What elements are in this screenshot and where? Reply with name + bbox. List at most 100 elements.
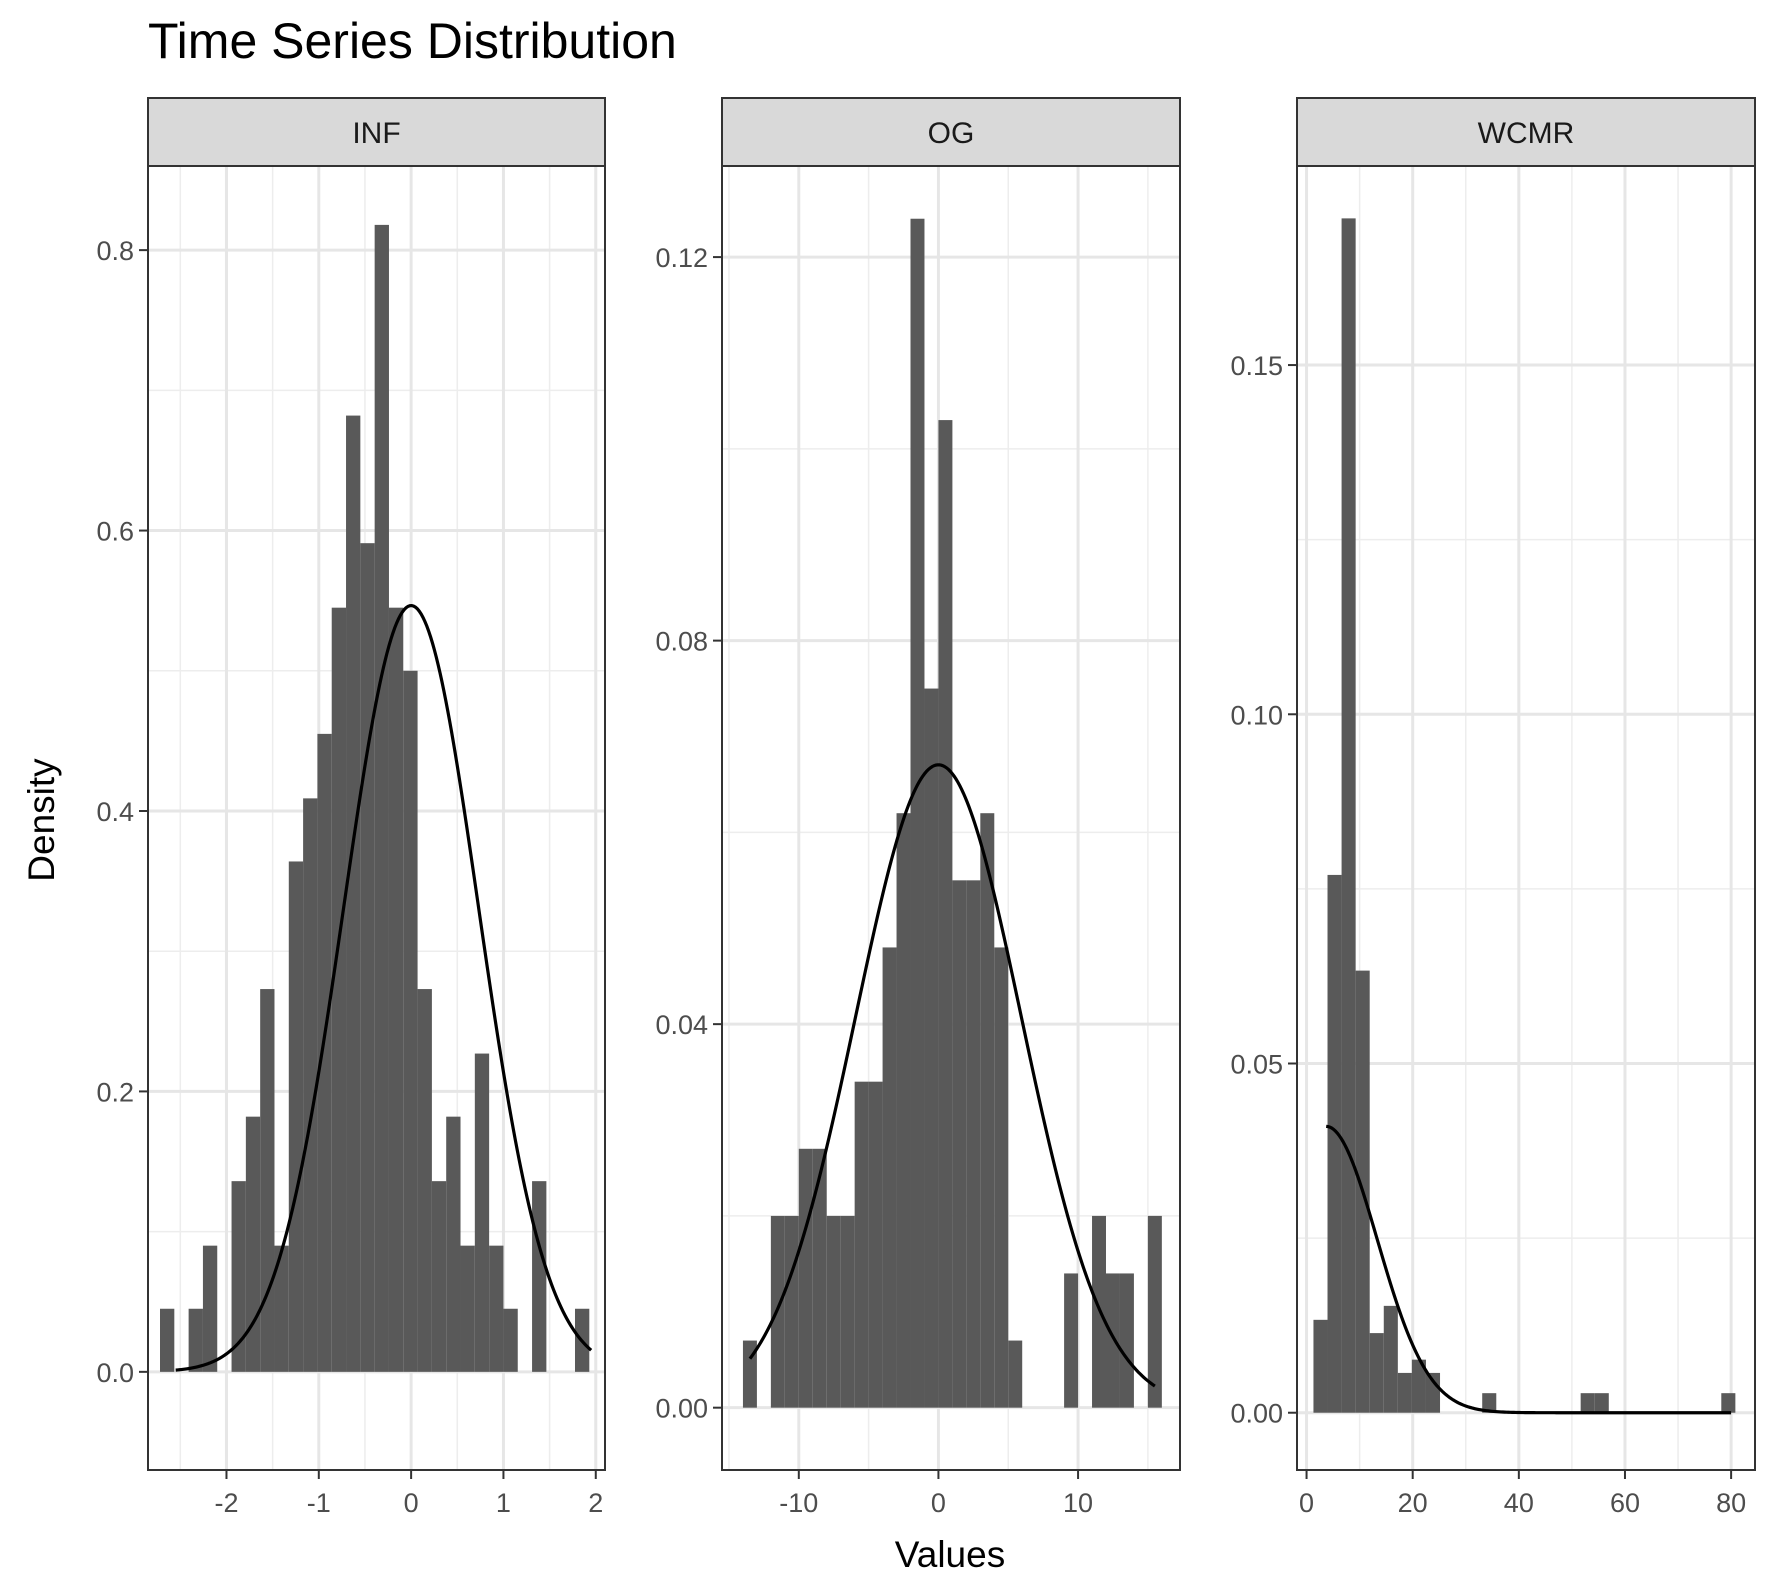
histogram-bar [784,1215,799,1408]
facet-strip-label: OG [928,117,975,150]
histogram-bar [360,543,375,1372]
histogram-bar [388,607,404,1372]
histogram-bar [924,688,939,1408]
panel-border [721,165,1181,1471]
histogram-bars [742,218,1162,1408]
density-curve [175,603,593,1372]
histogram-bars [160,224,590,1372]
histogram-bar [1580,1393,1595,1413]
x-tick-label: 0 [1299,1488,1314,1518]
histogram-bar [317,733,332,1372]
x-tick-label: 60 [1610,1488,1640,1518]
histogram-bar [274,1245,289,1372]
histogram-bar [980,813,995,1408]
y-tick-label: 0.12 [655,243,708,273]
histogram-bar [460,1245,475,1372]
histogram-bar [812,1148,827,1408]
panel-inf: INF 0.0 0.2 0.4 0.6 0.8 -2 -1 0 1 2 [96,97,606,1518]
histogram-bar [742,1340,757,1408]
density-curve [1326,1124,1732,1415]
histogram-bar [260,989,275,1372]
y-tick-label: 0.10 [1230,700,1283,730]
y-tick-label: 0.4 [96,797,134,827]
x-tick-label: -10 [779,1488,818,1518]
x-axis-label: Values [894,1534,1006,1575]
histogram-bar [231,1181,246,1372]
facet-strip [1296,97,1756,167]
histogram-bar [896,813,911,1408]
panel-border [147,165,606,1471]
histogram-bar [1383,1305,1398,1413]
histogram-bar [403,670,418,1372]
histogram-bar [1341,218,1356,1413]
y-tick-label: 0.15 [1230,351,1283,381]
histogram-bar [331,607,347,1372]
histogram-bar [798,1148,813,1408]
histogram-bar [1147,1215,1162,1408]
histogram-bar [446,1116,461,1372]
chart-title: Time Series Distribution [148,13,677,69]
histogram-bar [417,989,432,1372]
histogram-bars [1313,218,1736,1413]
y-tick-label: 0.2 [96,1077,134,1107]
histogram-bar [1313,1319,1328,1413]
x-tick-label: 0 [931,1488,946,1518]
histogram-bar [245,1116,261,1372]
histogram-bar [202,1245,218,1372]
histogram-bar [840,1215,855,1408]
histogram-bar [882,947,897,1408]
x-tick-label: 20 [1398,1488,1428,1518]
x-tick-label: -2 [214,1488,238,1518]
histogram-bar [1482,1393,1497,1413]
histogram-bar [966,880,981,1408]
panel-wcmr: WCMR 0.00 0.05 0.10 0.15 0 20 40 60 80 [1230,97,1756,1518]
x-tick-label: 1 [496,1488,511,1518]
histogram-bar [346,415,361,1372]
histogram-bar [1119,1273,1134,1408]
histogram-bar [826,1215,841,1408]
x-tick-label: 10 [1063,1488,1093,1518]
histogram-bar [1369,1333,1384,1413]
histogram-bar [431,1181,447,1372]
facet-strip-label: WCMR [1478,117,1575,150]
y-tick-label: 0.8 [96,236,134,266]
histogram-bar [474,1053,490,1372]
y-tick-label: 0.04 [655,1010,708,1040]
histogram-bar [868,1081,883,1408]
x-tick-label: 0 [404,1488,419,1518]
x-tick-label: -1 [307,1488,331,1518]
y-tick-label: 0.00 [655,1394,708,1424]
histogram-bar [1594,1393,1609,1413]
y-tick-label: 0.05 [1230,1050,1283,1080]
histogram-bar [994,947,1009,1408]
facet-strip-label: INF [352,117,400,150]
histogram-bar [910,218,925,1408]
histogram-bar [938,420,953,1408]
histogram-bar [532,1181,547,1372]
x-tick-label: 80 [1716,1488,1746,1518]
histogram-bar [1721,1393,1736,1413]
facet-strip [721,97,1181,167]
y-tick-label: 0.0 [96,1358,134,1388]
histogram-bar [188,1308,203,1372]
histogram-bar [489,1245,504,1372]
histogram-bar [374,224,389,1372]
x-tick-label: 2 [588,1488,603,1518]
histogram-bar [1411,1359,1426,1413]
histogram-bar [854,1081,869,1408]
histogram-bar [1397,1372,1412,1413]
histogram-bar [1064,1273,1079,1408]
y-tick-label: 0.08 [655,627,708,657]
histogram-bar [1105,1273,1120,1408]
histogram-bar [1008,1340,1023,1408]
histogram-bar [503,1308,518,1372]
panel-og: OG 0.00 0.04 0.08 0.12 -10 0 10 [655,97,1181,1518]
histogram-bar [1327,874,1342,1413]
y-tick-label: 0.6 [96,517,134,547]
histogram-bar [303,798,318,1372]
y-tick-label: 0.00 [1230,1399,1283,1429]
x-tick-label: 40 [1504,1488,1534,1518]
histogram-bar [952,880,967,1408]
density-curve [748,763,1156,1388]
